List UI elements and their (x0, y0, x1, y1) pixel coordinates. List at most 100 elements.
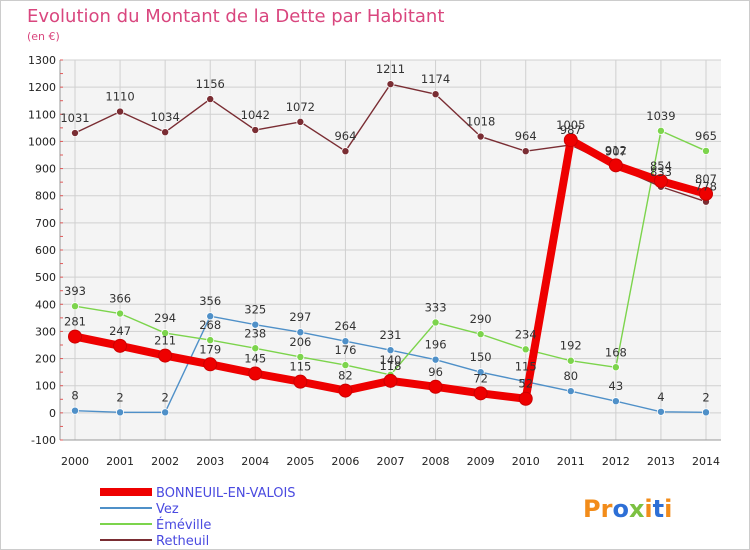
data-point (251, 320, 260, 329)
data-label: 192 (560, 339, 582, 353)
data-label: 1072 (286, 100, 315, 114)
logo-letter: i (644, 495, 652, 523)
y-tick-label: 1100 (28, 108, 56, 121)
data-point (293, 374, 308, 389)
data-point (563, 133, 578, 148)
x-tick-label: 2006 (331, 455, 359, 468)
x-tick-label: 2007 (377, 455, 405, 468)
chart-title: Evolution du Montant de la Dette par Hab… (27, 6, 444, 27)
data-point (566, 356, 575, 365)
data-label: 833 (650, 165, 672, 179)
data-label: 96 (428, 365, 443, 379)
data-label: 2 (116, 390, 123, 404)
data-point (341, 361, 350, 370)
data-label: 206 (289, 335, 311, 349)
data-point (116, 309, 125, 318)
logo-text: Proxiti (583, 495, 672, 523)
data-label: 2 (702, 390, 709, 404)
x-tick-label: 2002 (151, 455, 179, 468)
data-point (113, 338, 128, 353)
data-label: 333 (425, 300, 447, 314)
x-tick-label: 2013 (647, 455, 675, 468)
data-point (566, 387, 575, 396)
y-tick-label: 1300 (28, 54, 56, 67)
data-point (521, 345, 530, 354)
x-tick-label: 2014 (692, 455, 720, 468)
data-label: 1174 (421, 72, 450, 86)
data-label: 912 (605, 143, 627, 157)
data-point (611, 363, 620, 372)
data-label: 294 (154, 311, 176, 325)
data-label: 211 (154, 334, 176, 348)
x-tick-label: 2001 (106, 455, 134, 468)
y-tick-label: 1200 (28, 81, 56, 94)
data-label: 290 (470, 312, 492, 326)
data-label: 72 (473, 371, 488, 385)
data-point (206, 336, 215, 345)
data-point (386, 346, 395, 355)
data-point (161, 329, 170, 338)
data-label: 1156 (196, 77, 225, 91)
data-point (431, 355, 440, 364)
data-label: 176 (334, 343, 356, 357)
y-tick-label: 900 (35, 163, 56, 176)
y-tick-label: 700 (35, 217, 56, 230)
data-point (473, 386, 488, 401)
data-point (206, 312, 215, 321)
data-point (383, 373, 398, 388)
logo-letter: P (583, 495, 601, 523)
data-point (296, 328, 305, 337)
axes: -100 0 100 200 300 400 500 600 700 800 900 1000 1100… (28, 54, 721, 468)
y-tick-label: -100 (31, 434, 56, 447)
data-point (521, 147, 530, 156)
legend-label: Retheuil (156, 534, 209, 549)
data-point (428, 379, 443, 394)
data-point (338, 383, 353, 398)
data-label: 145 (244, 352, 266, 366)
data-label: 1018 (466, 115, 495, 129)
data-label: 52 (518, 377, 533, 391)
data-point (203, 357, 218, 372)
y-tick-label: 400 (35, 298, 56, 311)
data-label: 907 (605, 145, 627, 159)
data-label: 168 (605, 345, 627, 359)
x-tick-label: 2000 (61, 455, 89, 468)
logo-letter: i (664, 495, 672, 523)
data-label: 964 (334, 129, 356, 143)
y-tick-label: 300 (35, 325, 56, 338)
data-point (206, 95, 215, 104)
data-label: 281 (64, 315, 86, 329)
data-label: 807 (695, 172, 717, 186)
data-label: 247 (109, 324, 131, 338)
data-point (702, 146, 711, 155)
data-label: 115 (515, 360, 537, 374)
data-label: 2 (161, 390, 168, 404)
data-label: 964 (515, 129, 537, 143)
series-layer (68, 80, 713, 417)
data-point (476, 368, 485, 377)
data-label: 118 (380, 359, 402, 373)
data-point (161, 128, 170, 137)
data-point (518, 391, 533, 406)
data-point (653, 174, 668, 189)
data-label: 4 (657, 390, 664, 404)
data-label: 82 (338, 369, 353, 383)
data-label: 1211 (376, 62, 405, 76)
data-label: 43 (609, 379, 624, 393)
proxiti-logo: Proxiti (583, 495, 672, 523)
logo-letter: o (612, 495, 629, 523)
data-label: 264 (334, 319, 356, 333)
data-point (699, 186, 713, 201)
x-tick-label: 2003 (196, 455, 224, 468)
data-label: 366 (109, 292, 131, 306)
data-point (68, 329, 82, 344)
legend-label: Vez (156, 502, 179, 517)
data-label: 179 (199, 342, 221, 356)
data-label: 1039 (646, 109, 675, 123)
data-label: 1042 (241, 108, 270, 122)
y-tick-label: 200 (35, 353, 56, 366)
x-tick-label: 2005 (286, 455, 314, 468)
